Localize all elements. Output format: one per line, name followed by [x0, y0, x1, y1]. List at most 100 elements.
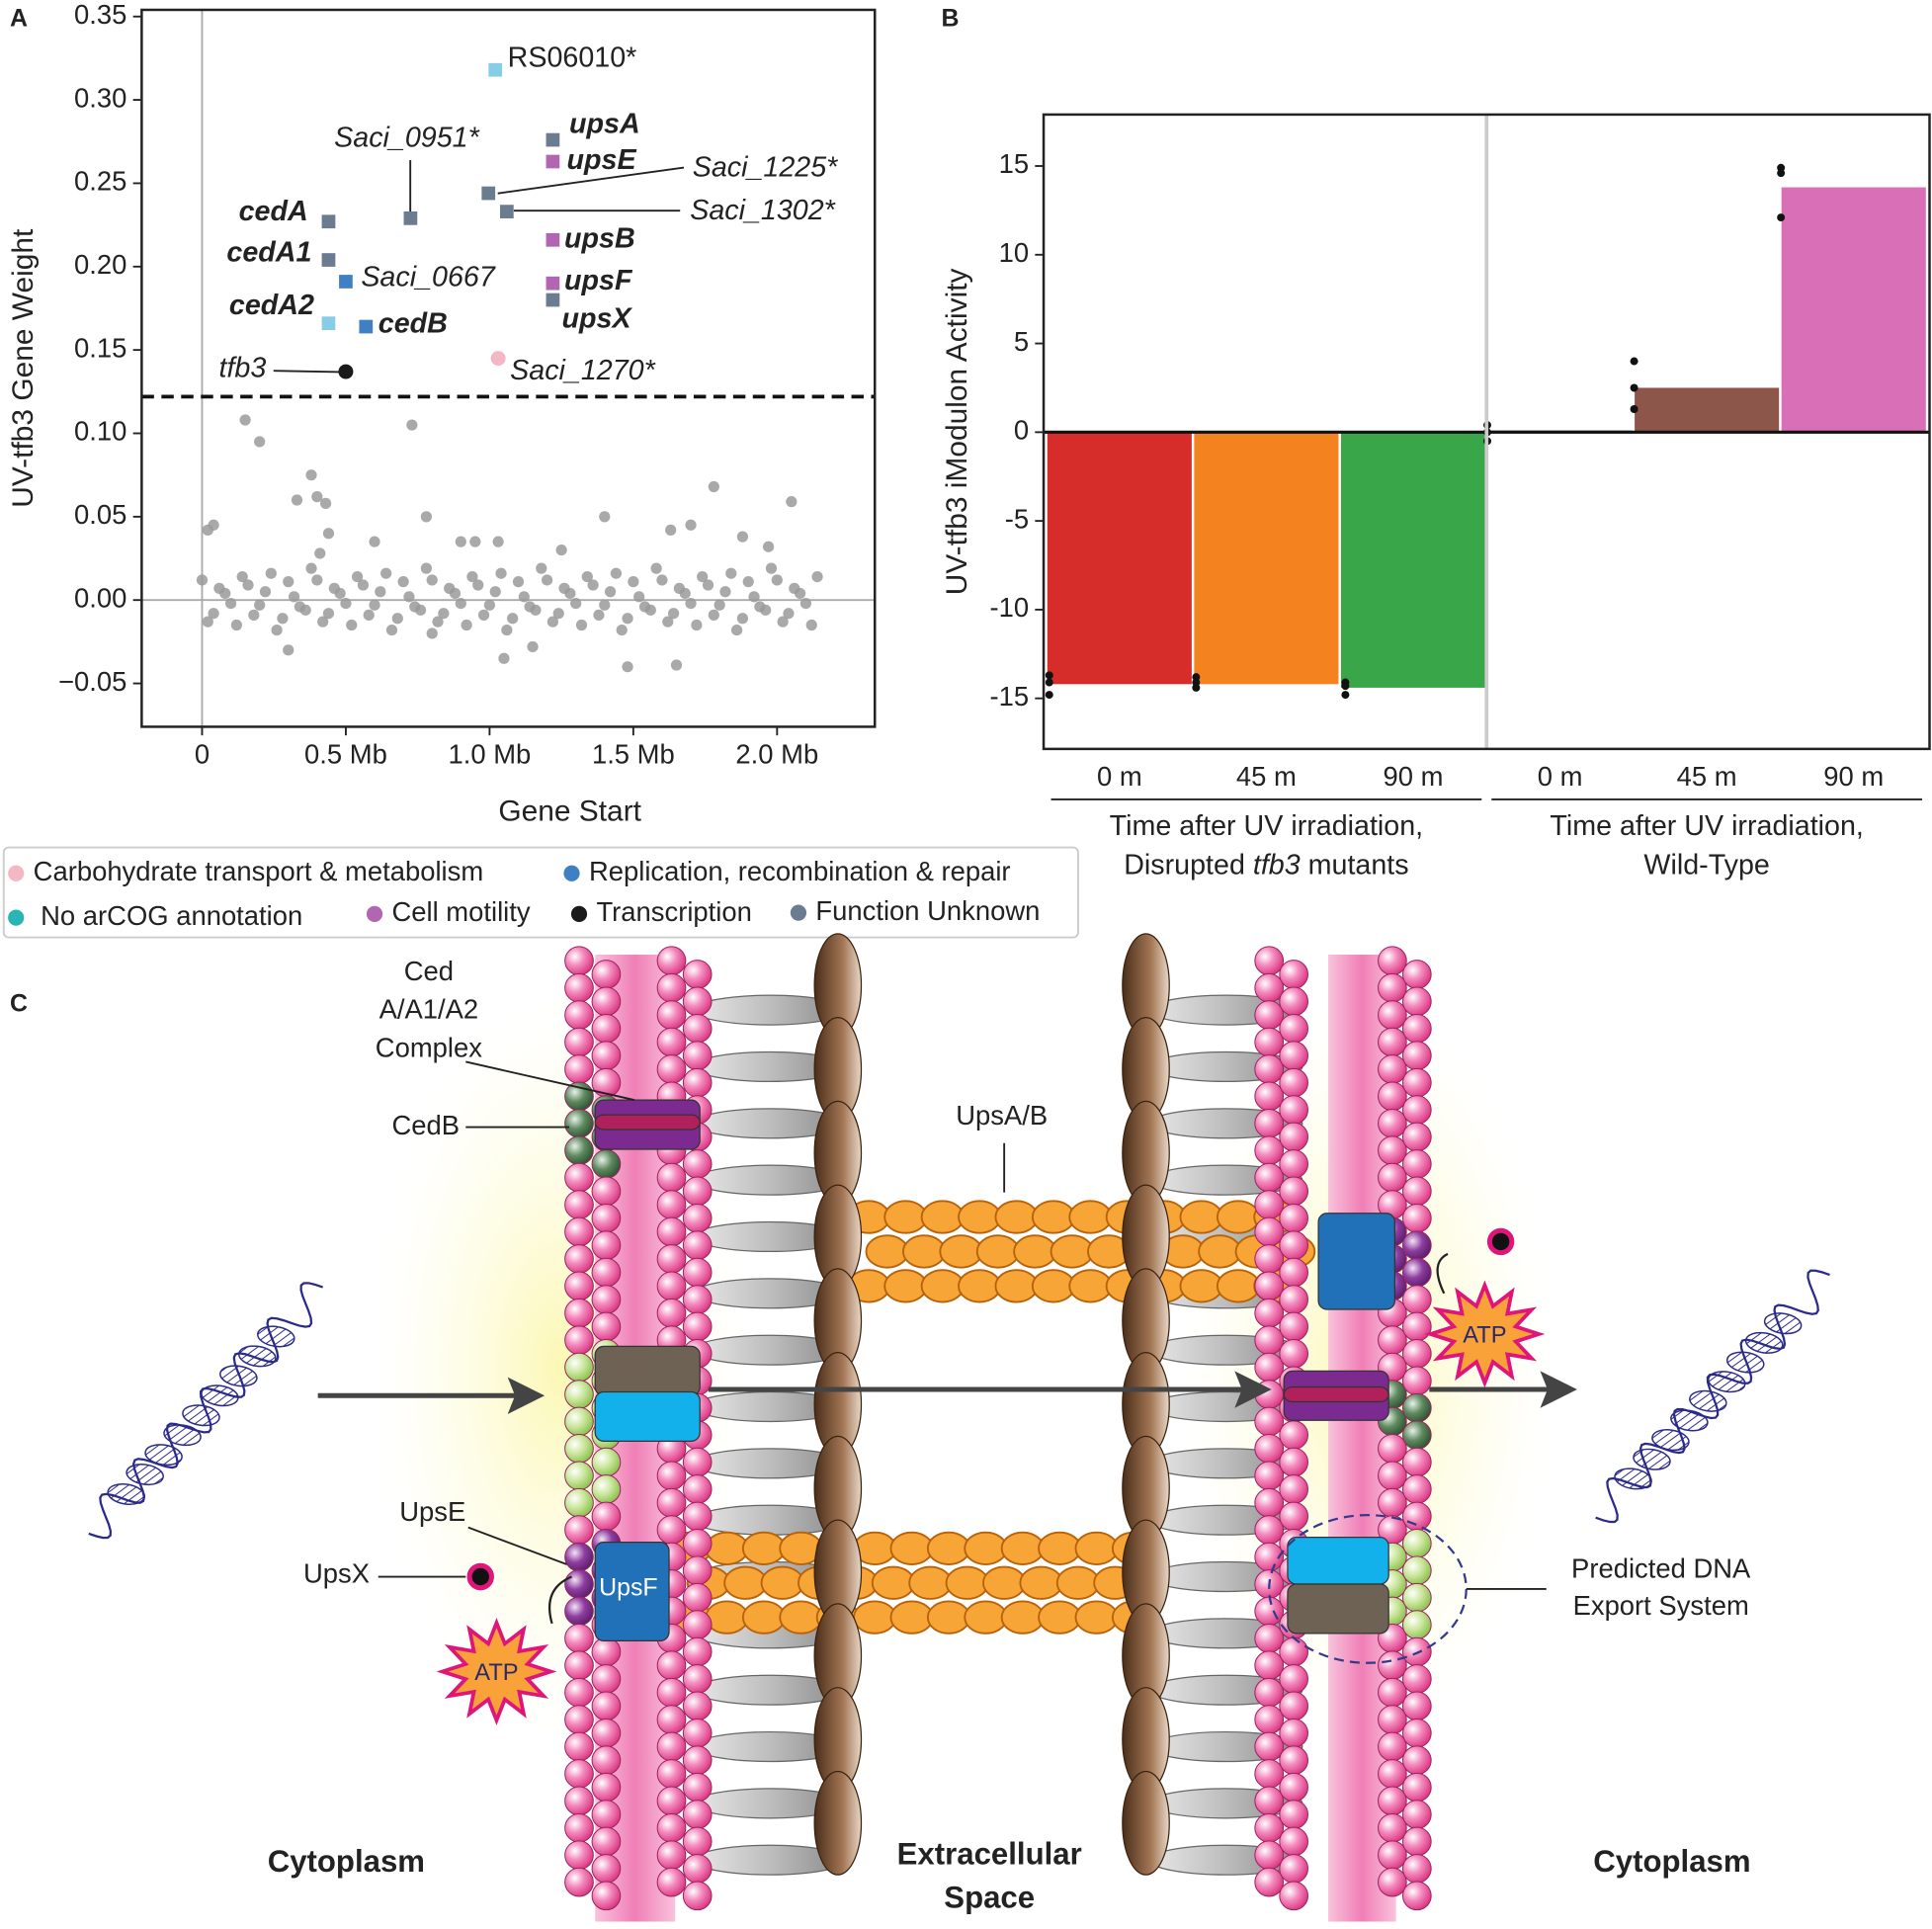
ced-a [1287, 1583, 1389, 1635]
curved-arrow [1436, 1252, 1449, 1295]
lipid-head [1401, 1555, 1432, 1586]
lipid-head [682, 1691, 713, 1721]
replicate-point [1045, 678, 1053, 687]
gene-label: Saci_0667 [361, 261, 496, 293]
background-gene [391, 613, 403, 625]
lipid-head [1401, 1881, 1432, 1911]
lipid-head [1279, 1826, 1308, 1857]
background-gene [385, 624, 398, 636]
plot-frame [140, 8, 877, 728]
group-title: Time after UV irradiation, [1550, 810, 1863, 842]
background-gene [369, 536, 380, 547]
y-tick-label: 0.20 [74, 249, 126, 280]
gene-point [546, 154, 560, 169]
lipid-head [1279, 1311, 1308, 1342]
background-gene [575, 619, 588, 631]
legend-swatch [570, 905, 588, 922]
cedb-label: CedB [391, 1110, 460, 1140]
background-gene [283, 644, 294, 656]
y-tick-label: 0.05 [74, 499, 126, 530]
background-gene [305, 562, 317, 574]
x-tick-label: 0.5 Mb [304, 739, 387, 770]
lipid-head [591, 960, 622, 989]
lipid-head [1254, 1677, 1285, 1708]
background-gene [340, 597, 352, 610]
lipid-head [591, 1230, 622, 1261]
gene-point [546, 293, 560, 307]
lipid-head [1254, 1271, 1285, 1301]
background-gene [736, 613, 749, 625]
pilus-subunit [760, 1565, 804, 1600]
background-gene [599, 599, 611, 611]
background-gene [426, 628, 438, 639]
lipid-head [1401, 1230, 1432, 1261]
lipid-head [1378, 1487, 1407, 1518]
lipid-head [656, 946, 687, 976]
background-gene [455, 536, 466, 547]
background-gene [351, 570, 364, 583]
lipid-head [1378, 1812, 1407, 1843]
lipid-head [1254, 1650, 1285, 1681]
lipid-head [591, 1854, 622, 1884]
background-gene [604, 586, 617, 598]
dna-rung [256, 1325, 295, 1348]
legend-label: Carbohydrate transport & metabolism [34, 856, 484, 886]
lipid-head [1401, 1800, 1432, 1829]
background-gene [242, 579, 254, 591]
lipid-head [564, 1162, 594, 1193]
lipid-head [1401, 1691, 1432, 1721]
panel-label: A [10, 5, 28, 33]
replicate-point [1630, 383, 1638, 392]
gene-label: cedA1 [226, 236, 311, 268]
lipid-head [682, 1474, 713, 1504]
background-gene [697, 570, 709, 583]
lipid-head [682, 1881, 713, 1911]
lipid-head [1401, 1664, 1432, 1694]
lipid-head [1279, 960, 1308, 989]
lipid-head [656, 1759, 687, 1789]
background-gene [507, 613, 519, 625]
background-gene [805, 619, 817, 631]
pilus-subunit [1179, 1200, 1223, 1234]
y-tick-label: -15 [989, 681, 1029, 712]
background-gene [656, 574, 668, 586]
background-gene [799, 597, 812, 610]
background-gene [754, 601, 766, 613]
background-gene [202, 616, 213, 628]
gene-point [321, 253, 336, 267]
background-gene [363, 609, 375, 622]
lipid-head [564, 1515, 594, 1545]
pilus-subunit [871, 1565, 916, 1600]
lipid-head [682, 1664, 713, 1694]
lipid-head [1378, 1162, 1407, 1193]
bar [1340, 432, 1486, 688]
lipid-head [564, 1054, 594, 1084]
lipid-head [682, 1718, 713, 1748]
lipid-head [1279, 1013, 1308, 1044]
pilus-subunit [1050, 1234, 1094, 1269]
bar [1047, 432, 1192, 685]
background-gene [541, 574, 553, 586]
lipid-head [656, 1162, 687, 1193]
lipid-head [1401, 1257, 1432, 1288]
background-gene [369, 599, 380, 611]
lipid-head [1378, 1000, 1407, 1030]
background-gene [208, 608, 219, 620]
background-gene [322, 528, 335, 540]
lipid-head [1254, 1406, 1285, 1437]
gene-label: Saci_0951* [334, 122, 479, 153]
legend-swatch [790, 904, 807, 921]
gene-label: cedA [239, 196, 308, 227]
replicate-point [1045, 691, 1053, 700]
lipid-head [591, 1013, 622, 1044]
slayer [813, 1770, 863, 1876]
lipid-head [564, 1000, 594, 1030]
gene-point [546, 276, 560, 291]
background-gene [271, 624, 283, 636]
x-tick-label: 45 m [1677, 761, 1737, 792]
compartment-label: Extracellular [897, 1837, 1082, 1872]
lipid-head [564, 1434, 594, 1464]
legend-swatch [366, 905, 383, 922]
background-gene [786, 496, 798, 508]
background-gene [322, 608, 335, 620]
